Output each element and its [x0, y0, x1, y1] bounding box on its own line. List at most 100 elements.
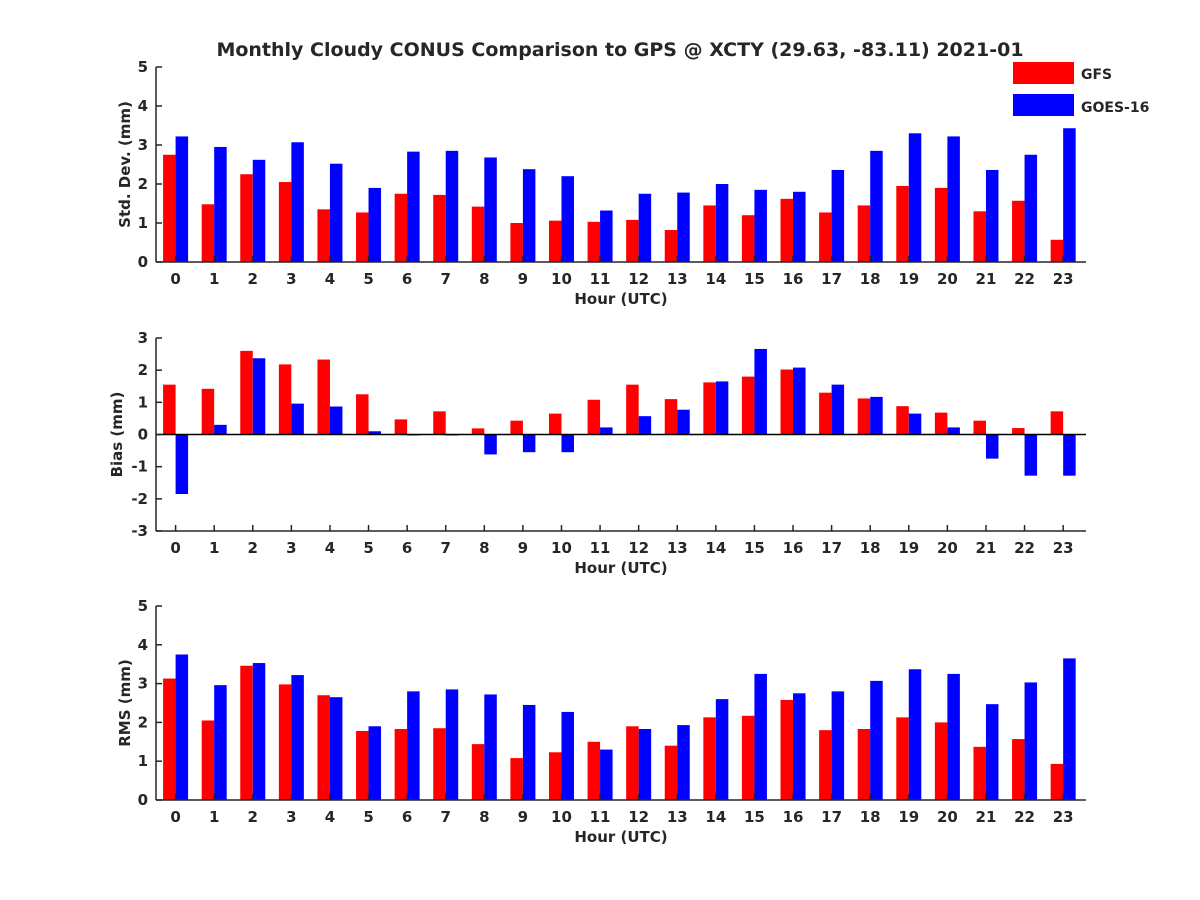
bar-goes16-hour-11: [600, 749, 613, 800]
x-tick-label: 21: [976, 808, 997, 826]
bar-gfs-hour-18: [857, 729, 871, 800]
x-tick-label: 19: [898, 270, 919, 288]
bar-goes16-hour-9: [522, 704, 536, 800]
x-tick-label: 1: [209, 539, 219, 557]
x-tick-label: 23: [1053, 539, 1074, 557]
x-axis-label: Hour (UTC): [574, 559, 667, 577]
bar-gfs-hour-3: [278, 364, 292, 435]
x-tick-label: 13: [667, 808, 688, 826]
bar-goes16-hour-10: [561, 434, 574, 453]
x-tick-label: 7: [441, 539, 451, 557]
bar-goes16-hour-15: [754, 189, 767, 262]
y-tick-label: 0: [138, 253, 148, 271]
bar-goes16-hour-2: [252, 663, 266, 800]
bar-gfs-hour-4: [317, 209, 330, 262]
bar-gfs-hour-22: [1012, 428, 1025, 435]
bar-gfs-hour-8: [471, 206, 485, 262]
bar-gfs-hour-4: [317, 359, 330, 435]
bar-gfs-hour-10: [548, 220, 562, 262]
bar-gfs-hour-21: [973, 420, 986, 435]
x-tick-label: 20: [937, 808, 958, 826]
x-tick-label: 12: [628, 808, 649, 826]
bar-goes16-hour-23: [1063, 658, 1076, 800]
x-tick-label: 0: [170, 270, 180, 288]
x-tick-label: 15: [744, 539, 765, 557]
bar-gfs-hour-2: [240, 665, 253, 800]
y-tick-label: -1: [131, 458, 148, 476]
bar-gfs-hour-9: [510, 223, 523, 262]
x-tick-label: 9: [518, 808, 528, 826]
bar-goes16-hour-22: [1024, 682, 1038, 800]
x-tick-label: 20: [937, 270, 958, 288]
bar-goes16-hour-1: [214, 146, 227, 262]
x-tick-label: 22: [1014, 808, 1035, 826]
bar-gfs-hour-12: [626, 219, 639, 262]
bar-gfs-hour-21: [973, 211, 986, 262]
bar-goes16-hour-6: [407, 151, 420, 262]
x-tick-label: 18: [860, 808, 881, 826]
x-tick-label: 6: [402, 270, 412, 288]
bar-goes16-hour-3: [291, 403, 304, 435]
y-tick-label: 2: [138, 713, 148, 731]
bar-gfs-hour-8: [471, 744, 485, 800]
bar-gfs-hour-18: [857, 205, 871, 262]
bar-goes16-hour-23: [1063, 434, 1076, 476]
bar-gfs-hour-13: [664, 745, 678, 800]
bar-goes16-hour-5: [368, 726, 382, 800]
x-tick-label: 22: [1014, 539, 1035, 557]
bar-gfs-hour-22: [1012, 739, 1025, 800]
y-tick-label: 2: [138, 175, 148, 193]
y-tick-label: -3: [131, 522, 148, 540]
y-tick-label: 4: [138, 636, 148, 654]
bar-gfs-hour-0: [163, 154, 176, 262]
bar-goes16-hour-2: [252, 159, 266, 262]
x-tick-label: 13: [667, 539, 688, 557]
bar-gfs-hour-8: [471, 428, 485, 435]
bar-gfs-hour-14: [703, 717, 716, 800]
bar-goes16-hour-12: [638, 416, 652, 435]
bar-goes16-hour-19: [908, 669, 922, 800]
bar-gfs-hour-20: [934, 187, 948, 262]
y-axis-label: RMS (mm): [116, 659, 134, 746]
bar-gfs-hour-9: [510, 758, 523, 800]
bar-goes16-hour-17: [831, 169, 845, 262]
x-tick-label: 3: [286, 808, 296, 826]
bar-goes16-hour-0: [175, 434, 189, 495]
bar-goes16-hour-16: [793, 191, 806, 262]
x-tick-label: 9: [518, 539, 528, 557]
x-tick-label: 4: [325, 808, 335, 826]
bar-gfs-hour-17: [819, 212, 832, 262]
bar-gfs-hour-16: [780, 699, 794, 800]
bar-goes16-hour-14: [715, 381, 729, 435]
x-tick-label: 5: [363, 270, 373, 288]
bar-goes16-hour-13: [677, 192, 690, 262]
bar-gfs-hour-1: [201, 388, 215, 435]
x-tick-label: 20: [937, 539, 958, 557]
x-tick-label: 8: [479, 539, 489, 557]
bar-gfs-hour-13: [664, 230, 678, 262]
x-tick-label: 5: [363, 539, 373, 557]
bar-goes16-hour-20: [947, 136, 960, 262]
bar-goes16-hour-8: [484, 694, 497, 800]
x-tick-label: 8: [479, 808, 489, 826]
bar-gfs-hour-7: [433, 728, 446, 800]
bar-gfs-hour-17: [819, 392, 832, 435]
bar-gfs-hour-12: [626, 726, 639, 800]
bar-goes16-hour-16: [793, 367, 806, 435]
y-axis-label: Std. Dev. (mm): [116, 101, 134, 228]
bar-gfs-hour-14: [703, 205, 716, 262]
x-tick-label: 10: [551, 808, 572, 826]
bar-goes16-hour-7: [445, 689, 459, 800]
x-axis-label: Hour (UTC): [574, 290, 667, 308]
x-tick-label: 10: [551, 270, 572, 288]
x-tick-label: 16: [783, 808, 804, 826]
x-tick-label: 4: [325, 539, 335, 557]
x-tick-label: 21: [976, 270, 997, 288]
x-tick-label: 17: [821, 270, 842, 288]
bar-goes16-hour-3: [291, 142, 304, 262]
bar-goes16-hour-3: [291, 675, 304, 800]
bar-goes16-hour-19: [908, 413, 922, 435]
